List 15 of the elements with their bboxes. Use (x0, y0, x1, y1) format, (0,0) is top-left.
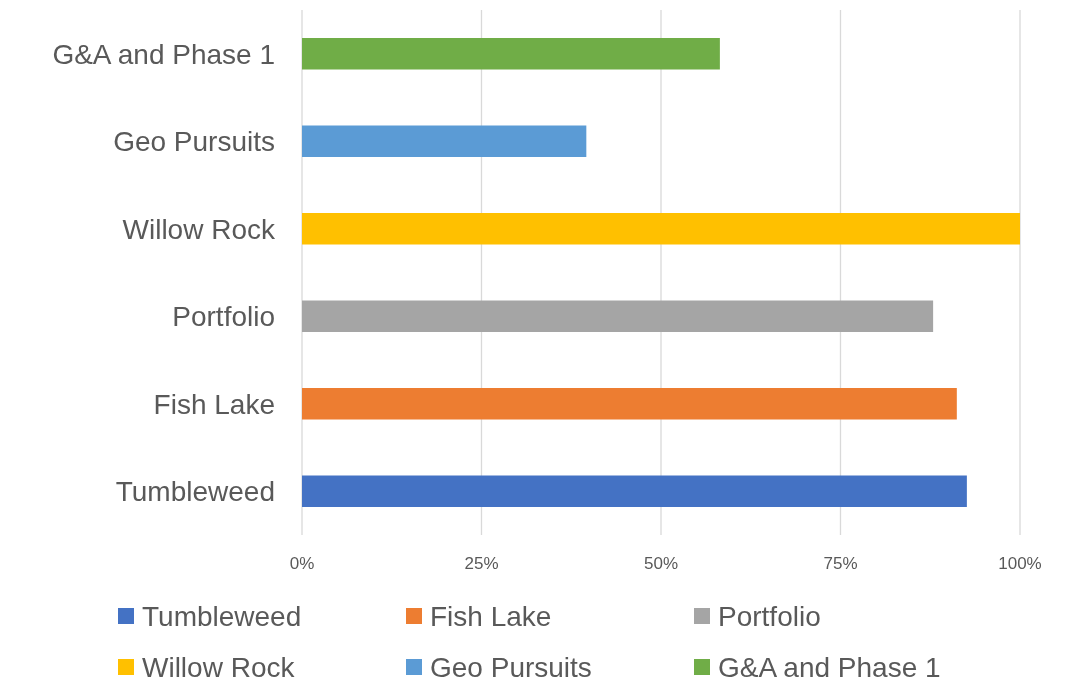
x-tick-label: 25% (464, 554, 499, 573)
legend-label: G&A and Phase 1 (718, 651, 941, 681)
x-tick-label: 0% (289, 554, 315, 573)
legend-label: Fish Lake (430, 600, 552, 632)
x-tick-label: 75% (823, 554, 858, 573)
x-tick-label: 100% (998, 554, 1042, 573)
y-tick-label: Fish Lake (153, 388, 275, 420)
x-tick-label: 50% (643, 554, 679, 573)
y-tick-label: Geo Pursuits (113, 126, 275, 158)
y-tick-label: Portfolio (172, 301, 275, 333)
legend-label: Geo Pursuits (430, 651, 592, 681)
y-tick-label: G&A and Phase 1 (52, 38, 275, 70)
legend-label: Portfolio (718, 600, 821, 632)
y-tick-label: Tumbleweed (115, 476, 275, 508)
y-tick-label: Willow Rock (122, 213, 276, 245)
